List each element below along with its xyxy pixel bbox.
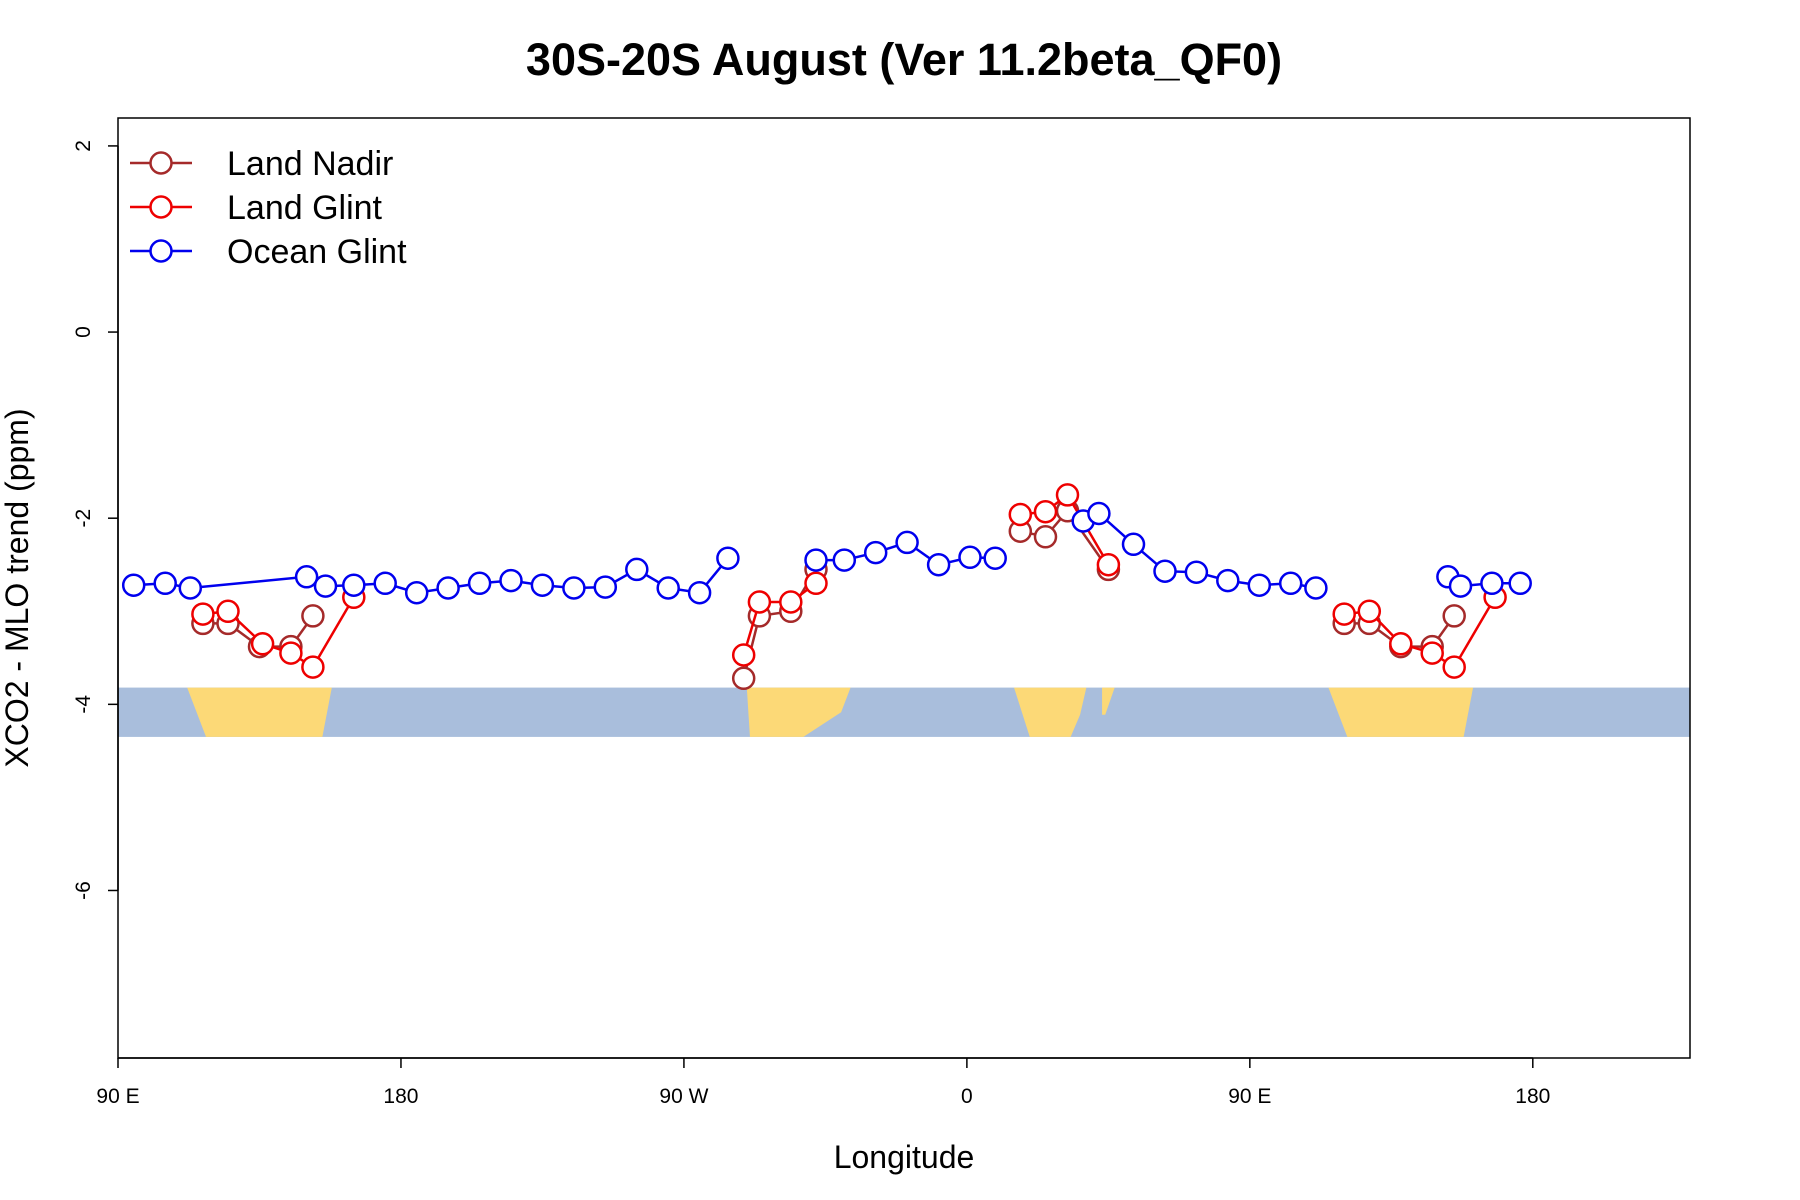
data-point: [1508, 571, 1532, 596]
series-land-glint: [191, 483, 1507, 679]
land-strip: [118, 687, 1690, 737]
data-point: [530, 573, 555, 597]
data-point: [121, 573, 146, 597]
data-point: [1216, 568, 1240, 593]
y-tick-label: -2: [72, 509, 95, 528]
africa-landmass: [1014, 687, 1087, 737]
data-point: [1389, 632, 1413, 656]
data-point: [1442, 604, 1466, 628]
data-point: [216, 599, 240, 624]
data-point: [1442, 655, 1466, 679]
y-tick-label: 0: [72, 326, 95, 338]
data-point: [153, 571, 177, 596]
legend-item: Land Nadir: [130, 145, 393, 183]
data-point: [895, 530, 919, 555]
legend-marker: [149, 239, 173, 263]
y-tick-label: -4: [72, 695, 95, 714]
x-axis: 90 E 180 90 W 0 90 E 180: [96, 1057, 1550, 1108]
data-point: [926, 552, 951, 577]
legend-label: Land Glint: [227, 189, 383, 227]
data-point: [1033, 499, 1058, 524]
legend-item: Ocean Glint: [130, 233, 407, 271]
x-tick-label: 0: [961, 1085, 973, 1108]
australia-landmass: [187, 687, 332, 737]
data-point: [1153, 559, 1177, 583]
madagascar-landmass: [1102, 687, 1115, 715]
legend-label: Ocean Glint: [227, 233, 407, 271]
data-point: [313, 574, 338, 598]
data-point: [1480, 571, 1504, 596]
data-point: [804, 548, 828, 572]
data-point: [1357, 599, 1382, 624]
data-point: [1278, 571, 1303, 596]
south-america-landmass: [746, 687, 851, 737]
x-tick-label: 180: [1515, 1085, 1550, 1108]
legend-label: Land Nadir: [227, 145, 393, 183]
series-ocean-glint: [121, 501, 1532, 605]
data-point: [1096, 552, 1121, 577]
data-point: [250, 632, 275, 656]
data-point: [279, 641, 303, 665]
data-point: [747, 590, 772, 614]
data-point: [1420, 641, 1444, 665]
australia-landmass-repeat: [1328, 687, 1474, 737]
data-point: [191, 602, 215, 626]
data-point: [562, 576, 586, 600]
data-point: [436, 576, 460, 600]
data-point: [804, 571, 828, 596]
y-tick-label: 2: [72, 140, 95, 152]
data-point: [1304, 576, 1328, 600]
series-line: [1020, 508, 1110, 571]
data-point: [625, 557, 649, 582]
data-point: [499, 568, 523, 593]
x-tick-label: 90 W: [659, 1085, 708, 1108]
legend-item: Land Glint: [130, 189, 383, 227]
data-point: [731, 666, 756, 691]
data-point: [593, 575, 618, 599]
data-point: [294, 565, 319, 589]
legend-marker: [149, 195, 173, 219]
data-point: [1247, 573, 1272, 597]
data-point: [731, 643, 756, 667]
y-axis-label: XCO2 - MLO trend (ppm): [0, 408, 35, 767]
data-point: [404, 580, 429, 605]
data-point: [983, 546, 1007, 570]
data-point: [178, 576, 203, 600]
data-point: [863, 540, 888, 565]
data-point: [1008, 502, 1033, 527]
x-tick-label: 180: [383, 1085, 418, 1108]
series-line: [742, 582, 817, 656]
data-point: [342, 573, 366, 597]
data-point: [1055, 483, 1080, 507]
data-point: [1448, 574, 1473, 598]
data-point: [1332, 602, 1356, 626]
x-tick-label: 90 E: [1228, 1085, 1271, 1108]
data-point: [1184, 560, 1209, 584]
data-point: [467, 571, 492, 596]
data-point: [958, 545, 982, 570]
y-axis: 2 0 -2 -4 -6: [72, 140, 119, 900]
data-point: [1121, 532, 1146, 557]
data-point: [687, 580, 712, 605]
y-tick-label: -6: [72, 881, 95, 900]
data-point: [656, 576, 680, 600]
data-point: [1087, 501, 1111, 526]
data-point: [716, 546, 740, 570]
data-point: [779, 590, 803, 614]
data-point: [832, 548, 857, 572]
legend-marker: [149, 151, 173, 175]
x-tick-label: 90 E: [96, 1085, 139, 1108]
x-axis-label: Longitude: [834, 1139, 975, 1175]
data-point: [1033, 525, 1058, 549]
legend: Land Nadir Land Glint Ocean Glint: [130, 145, 407, 271]
data-point: [301, 655, 325, 679]
data-point: [373, 571, 397, 596]
data-point: [301, 604, 325, 628]
chart-title: 30S-20S August (Ver 11.2beta_QF0): [526, 34, 1282, 85]
